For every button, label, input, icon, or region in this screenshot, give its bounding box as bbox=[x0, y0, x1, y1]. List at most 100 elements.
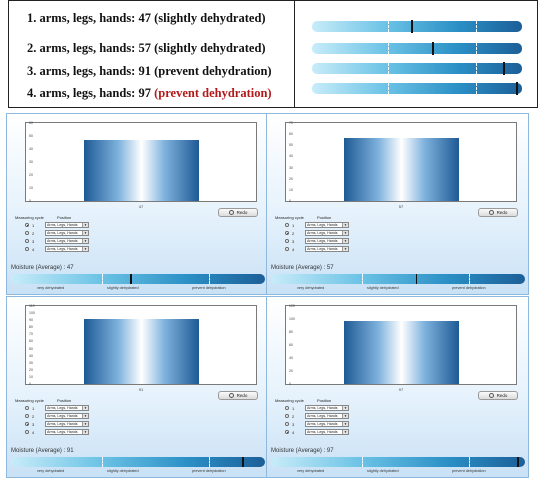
position-select[interactable]: Arms, Legs, Hands ▼ bbox=[305, 222, 349, 228]
cycle-label: 2 bbox=[32, 414, 35, 419]
zone-label-slightly-dehydrated: slightly dehydrated bbox=[107, 469, 139, 473]
position-select[interactable]: Arms, Legs, Hands ▼ bbox=[45, 230, 89, 236]
redo-icon bbox=[228, 393, 234, 398]
position-select-value: Arms, Legs, Hands bbox=[307, 223, 338, 227]
position-select[interactable]: Arms, Legs, Hands ▼ bbox=[305, 429, 349, 435]
cycle-radio-3[interactable] bbox=[25, 422, 29, 426]
summary-moisture-bar-3 bbox=[312, 62, 522, 75]
position-select-value: Arms, Legs, Hands bbox=[47, 422, 78, 426]
cycle-label: 4 bbox=[292, 247, 295, 252]
moisture-chart: 60 50 40 30 20 10 0 bbox=[25, 121, 257, 203]
y-tick-label: 50 bbox=[29, 346, 33, 351]
redo-button[interactable]: Redo bbox=[478, 391, 518, 400]
moisture-marker bbox=[242, 457, 244, 467]
y-tick-label: 30 bbox=[29, 160, 33, 164]
cycle-label: 4 bbox=[32, 247, 35, 252]
position-select[interactable]: Arms, Legs, Hands ▼ bbox=[305, 421, 349, 427]
position-select[interactable]: Arms, Legs, Hands ▼ bbox=[45, 222, 89, 228]
chevron-down-icon: ▼ bbox=[342, 223, 348, 227]
cycle-radio-4[interactable] bbox=[285, 430, 289, 434]
zone-divider bbox=[209, 457, 211, 467]
moisture-chart: 110 100 90 80 70 60 50 40 30 20 10 0 bbox=[25, 304, 257, 386]
position-select-value: Arms, Legs, Hands bbox=[47, 239, 78, 243]
cycle-radio-3[interactable] bbox=[25, 239, 29, 243]
moisture-chart: 120 100 80 60 40 20 0 bbox=[285, 304, 517, 386]
cycle-radio-1[interactable] bbox=[25, 223, 29, 227]
cycle-radio-4[interactable] bbox=[25, 430, 29, 434]
cycle-radio-2[interactable] bbox=[25, 231, 29, 235]
position-select[interactable]: Arms, Legs, Hands ▼ bbox=[45, 238, 89, 244]
redo-button[interactable]: Redo bbox=[478, 208, 518, 217]
measurement-panel-1: 60 50 40 30 20 10 0 47 Redo Measuring cycle Positi… bbox=[6, 113, 269, 295]
zone-label-prevent-dehydration: prevent dehydration bbox=[192, 286, 226, 290]
y-tick-label: 10 bbox=[29, 186, 33, 190]
chevron-down-icon: ▼ bbox=[342, 414, 348, 418]
y-tick-label: 100 bbox=[289, 317, 295, 321]
measuring-cycle-header: Measuring cycle bbox=[15, 398, 44, 403]
chevron-down-icon: ▼ bbox=[82, 414, 88, 418]
redo-button[interactable]: Redo bbox=[218, 391, 258, 400]
measuring-cycle-header: Measuring cycle bbox=[275, 215, 304, 220]
position-select[interactable]: Arms, Legs, Hands ▼ bbox=[45, 421, 89, 427]
position-select[interactable]: Arms, Legs, Hands ▼ bbox=[305, 238, 349, 244]
summary-line-2: 2. arms, legs, hands: 57 (slightly dehyd… bbox=[27, 41, 266, 56]
cycle-radio-2[interactable] bbox=[285, 231, 289, 235]
cycle-radio-3[interactable] bbox=[285, 422, 289, 426]
zone-label-slightly-dehydrated: slightly dehydrated bbox=[367, 469, 399, 473]
redo-label: Redo bbox=[236, 393, 248, 398]
cycle-radio-1[interactable] bbox=[285, 406, 289, 410]
zone-divider bbox=[475, 63, 477, 74]
summary-line-1: 1. arms, legs, hands: 47 (slightly dehyd… bbox=[27, 11, 266, 26]
y-tick-label: 40 bbox=[289, 356, 293, 360]
moisture-chart: 70 60 50 40 30 20 10 0 bbox=[285, 121, 517, 203]
moisture-marker bbox=[503, 62, 506, 75]
position-select-value: Arms, Legs, Hands bbox=[307, 422, 338, 426]
position-select-value: Arms, Legs, Hands bbox=[47, 247, 78, 251]
cycle-radio-4[interactable] bbox=[285, 247, 289, 251]
y-tick-label: 60 bbox=[29, 121, 33, 125]
moisture-average-label: Moisture (Average) : 57 bbox=[271, 265, 334, 271]
moisture-gauge bbox=[271, 274, 525, 284]
cycle-radio-1[interactable] bbox=[285, 223, 289, 227]
zone-divider bbox=[469, 274, 471, 284]
position-select[interactable]: Arms, Legs, Hands ▼ bbox=[305, 246, 349, 252]
position-select-value: Arms, Legs, Hands bbox=[307, 414, 338, 418]
position-select[interactable]: Arms, Legs, Hands ▼ bbox=[305, 413, 349, 419]
redo-icon bbox=[228, 210, 234, 215]
position-select[interactable]: Arms, Legs, Hands ▼ bbox=[305, 230, 349, 236]
cycle-label: 1 bbox=[292, 223, 295, 228]
zone-divider bbox=[362, 274, 364, 284]
zone-divider bbox=[475, 21, 477, 32]
position-select[interactable]: Arms, Legs, Hands ▼ bbox=[305, 405, 349, 411]
zone-divider bbox=[102, 457, 104, 467]
summary-moisture-bar-4 bbox=[312, 82, 522, 95]
cycle-radio-2[interactable] bbox=[285, 414, 289, 418]
cycle-radio-3[interactable] bbox=[285, 239, 289, 243]
zone-divider bbox=[469, 457, 471, 467]
zone-label-slightly-dehydrated: slightly dehydrated bbox=[367, 286, 399, 290]
position-select[interactable]: Arms, Legs, Hands ▼ bbox=[45, 405, 89, 411]
position-select-value: Arms, Legs, Hands bbox=[47, 414, 78, 418]
y-tick-label: 0 bbox=[289, 199, 291, 203]
position-select[interactable]: Arms, Legs, Hands ▼ bbox=[45, 429, 89, 435]
zone-label-prevent-dehydration: prevent dehydration bbox=[192, 469, 226, 473]
cycle-radio-4[interactable] bbox=[25, 247, 29, 251]
redo-button[interactable]: Redo bbox=[218, 208, 258, 217]
cycle-label: 2 bbox=[292, 414, 295, 419]
y-tick-label: 20 bbox=[29, 367, 33, 372]
chevron-down-icon: ▼ bbox=[82, 239, 88, 243]
position-select[interactable]: Arms, Legs, Hands ▼ bbox=[45, 246, 89, 252]
position-select-value: Arms, Legs, Hands bbox=[307, 247, 338, 251]
y-tick-label: 120 bbox=[289, 304, 295, 308]
position-select-value: Arms, Legs, Hands bbox=[47, 430, 78, 434]
position-select[interactable]: Arms, Legs, Hands ▼ bbox=[45, 413, 89, 419]
chevron-down-icon: ▼ bbox=[82, 247, 88, 251]
chevron-down-icon: ▼ bbox=[342, 406, 348, 410]
position-select-value: Arms, Legs, Hands bbox=[47, 223, 78, 227]
zone-label-very-dehydrated: very dehydrated bbox=[37, 469, 65, 473]
redo-label: Redo bbox=[236, 210, 248, 215]
cycle-radio-2[interactable] bbox=[25, 414, 29, 418]
cycle-radio-1[interactable] bbox=[25, 406, 29, 410]
summary-line-text: 3. arms, legs, hands: 91 bbox=[27, 64, 155, 78]
measurement-panel-3: 110 100 90 80 70 60 50 40 30 20 10 0 91 Redo Measuring… bbox=[6, 296, 269, 478]
